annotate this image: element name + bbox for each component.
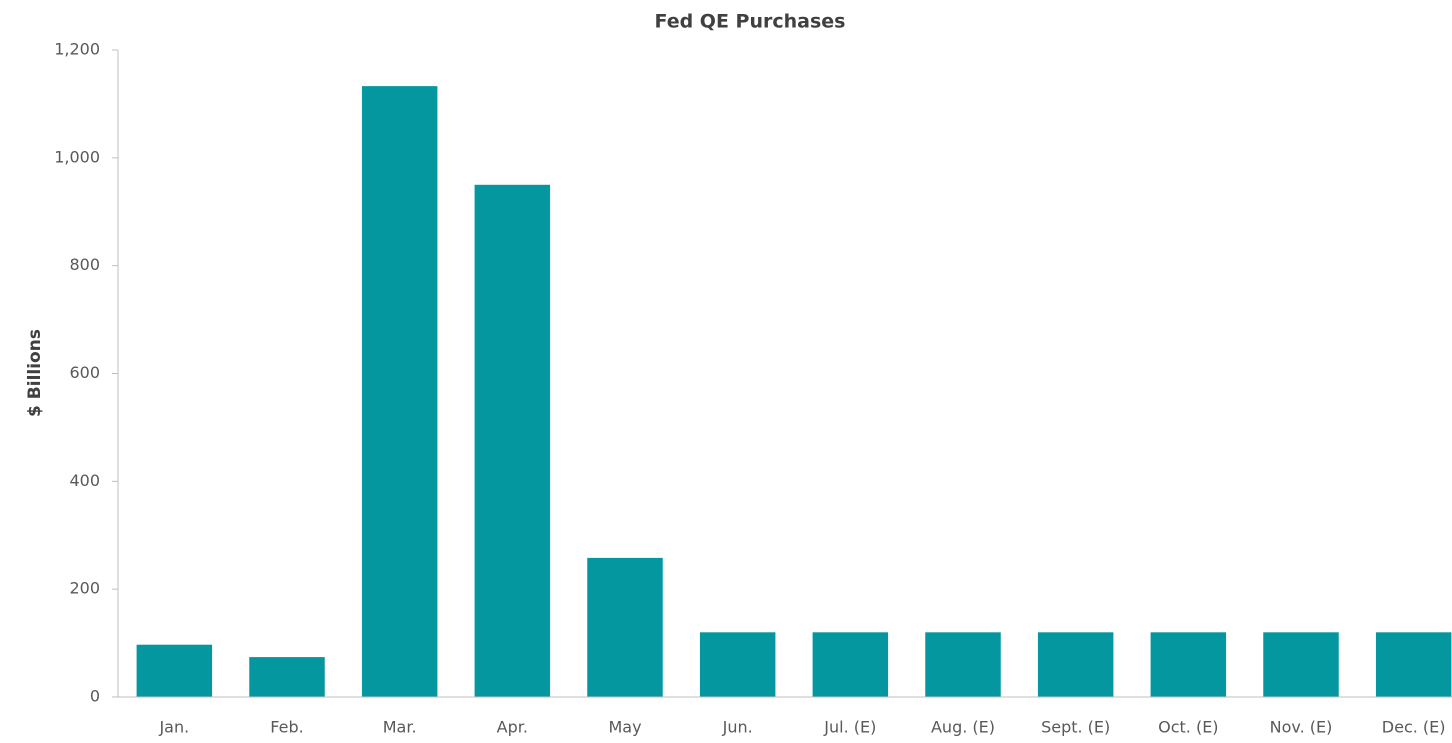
- x-tick-label: Mar.: [383, 718, 417, 737]
- bar: [1375, 632, 1452, 697]
- y-tick-label: 1,200: [54, 40, 100, 59]
- bar: [587, 557, 663, 697]
- bar: [249, 657, 325, 697]
- x-tick-label: Apr.: [497, 718, 528, 737]
- y-tick-label: 400: [69, 471, 100, 490]
- x-tick-label: Dec. (E): [1382, 718, 1446, 737]
- bar: [474, 184, 551, 697]
- x-tick-label: May: [608, 718, 641, 737]
- y-tick-label: 600: [69, 363, 100, 382]
- bar: [1037, 632, 1114, 697]
- x-tick-label: Aug. (E): [931, 718, 995, 737]
- bar: [1263, 632, 1339, 697]
- bar: [699, 632, 776, 697]
- y-tick-label: 0: [90, 687, 100, 706]
- y-tick-label: 1,000: [54, 147, 100, 166]
- bar: [361, 86, 438, 698]
- bar: [136, 644, 213, 697]
- y-tick-label: 800: [69, 255, 100, 274]
- x-tick-label: Jan.: [158, 718, 189, 737]
- x-tick-label: Oct. (E): [1158, 718, 1218, 737]
- y-tick-label: 200: [69, 579, 100, 598]
- bar: [1150, 632, 1227, 697]
- y-axis-label: $ Billions: [25, 329, 45, 417]
- chart-title: Fed QE Purchases: [655, 11, 846, 33]
- x-tick-label: Jun.: [722, 718, 753, 737]
- bar: [925, 632, 1001, 697]
- x-tick-label: Nov. (E): [1270, 718, 1333, 737]
- bar: [812, 632, 889, 697]
- x-tick-label: Feb.: [270, 718, 303, 737]
- x-tick-label: Jul. (E): [823, 718, 876, 737]
- x-tick-label: Sept. (E): [1041, 718, 1110, 737]
